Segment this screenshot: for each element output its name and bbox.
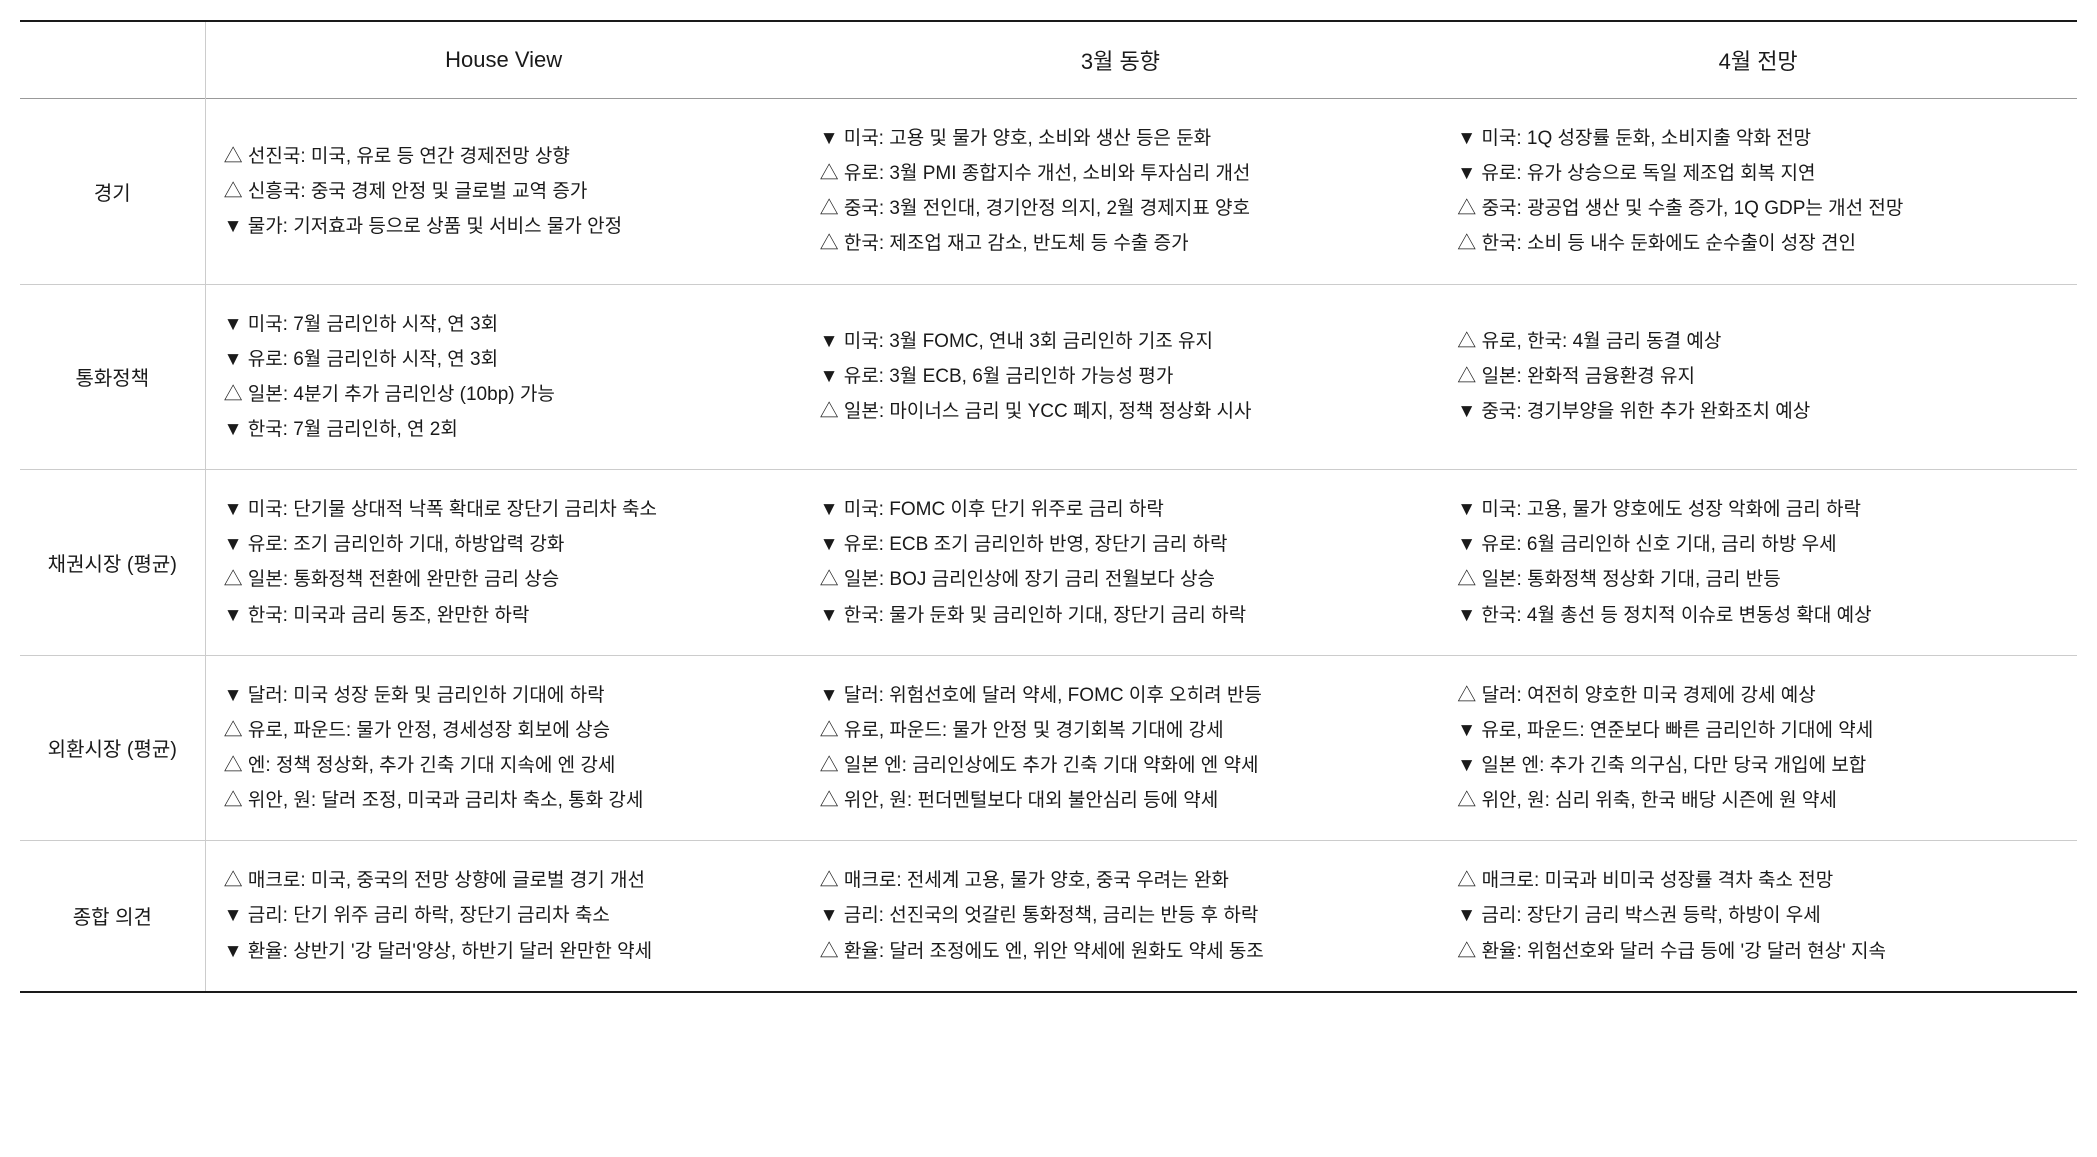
data-cell: △ 매크로: 전세계 고용, 물가 양호, 중국 우려는 완화▼ 금리: 선진국…	[802, 841, 1440, 992]
header-house-view: House View	[205, 21, 802, 99]
cell-line: ▼ 미국: 고용 및 물가 양호, 소비와 생산 등은 둔화	[820, 121, 1428, 156]
data-cell: ▼ 미국: 1Q 성장률 둔화, 소비지출 악화 전망▼ 유로: 유가 상승으로…	[1439, 99, 2077, 285]
cell-line: △ 유로, 파운드: 물가 안정 및 경기회복 기대에 강세	[820, 713, 1428, 748]
data-cell: △ 매크로: 미국, 중국의 전망 상향에 글로벌 경기 개선▼ 금리: 단기 …	[205, 841, 802, 992]
cell-line: ▼ 중국: 경기부양을 위한 추가 완화조치 예상	[1457, 394, 2065, 429]
cell-line: △ 환율: 위험선호와 달러 수급 등에 '강 달러 현상' 지속	[1457, 934, 2065, 969]
cell-line: ▼ 유로: 6월 금리인하 시작, 연 3회	[224, 342, 790, 377]
cell-line: ▼ 물가: 기저효과 등으로 상품 및 서비스 물가 안정	[224, 209, 790, 244]
data-cell: △ 달러: 여전히 양호한 미국 경제에 강세 예상▼ 유로, 파운드: 연준보…	[1439, 655, 2077, 841]
cell-line: △ 유로, 한국: 4월 금리 동결 예상	[1457, 324, 2065, 359]
cell-line: ▼ 유로: 조기 금리인하 기대, 하방압력 강화	[224, 527, 790, 562]
cell-line: ▼ 달러: 위험선호에 달러 약세, FOMC 이후 오히려 반등	[820, 678, 1428, 713]
cell-line: △ 유로, 파운드: 물가 안정, 경세성장 회보에 상승	[224, 713, 790, 748]
table-row: 외환시장 (평균)▼ 달러: 미국 성장 둔화 및 금리인하 기대에 하락△ 유…	[20, 655, 2077, 841]
cell-line: ▼ 한국: 7월 금리인하, 연 2회	[224, 412, 790, 447]
cell-line: △ 유로: 3월 PMI 종합지수 개선, 소비와 투자심리 개선	[820, 156, 1428, 191]
cell-line: ▼ 미국: 1Q 성장률 둔화, 소비지출 악화 전망	[1457, 121, 2065, 156]
cell-line: △ 중국: 광공업 생산 및 수출 증가, 1Q GDP는 개선 전망	[1457, 191, 2065, 226]
table-row: 채권시장 (평균)▼ 미국: 단기물 상대적 낙폭 확대로 장단기 금리차 축소…	[20, 470, 2077, 656]
cell-line: △ 환율: 달러 조정에도 엔, 위안 약세에 원화도 약세 동조	[820, 934, 1428, 969]
table-header-row: House View 3월 동향 4월 전망	[20, 21, 2077, 99]
cell-line: △ 매크로: 미국과 비미국 성장률 격차 축소 전망	[1457, 863, 2065, 898]
cell-line: △ 일본: 4분기 추가 금리인상 (10bp) 가능	[224, 377, 790, 412]
cell-line: △ 매크로: 미국, 중국의 전망 상향에 글로벌 경기 개선	[224, 863, 790, 898]
cell-line: △ 일본: 완화적 금융환경 유지	[1457, 359, 2065, 394]
cell-line: ▼ 미국: 7월 금리인하 시작, 연 3회	[224, 307, 790, 342]
cell-line: △ 매크로: 전세계 고용, 물가 양호, 중국 우려는 완화	[820, 863, 1428, 898]
data-cell: ▼ 달러: 위험선호에 달러 약세, FOMC 이후 오히려 반등△ 유로, 파…	[802, 655, 1440, 841]
cell-line: ▼ 한국: 물가 둔화 및 금리인하 기대, 장단기 금리 하락	[820, 598, 1428, 633]
data-cell: △ 매크로: 미국과 비미국 성장률 격차 축소 전망▼ 금리: 장단기 금리 …	[1439, 841, 2077, 992]
cell-line: △ 일본 엔: 금리인상에도 추가 긴축 기대 약화에 엔 약세	[820, 748, 1428, 783]
data-cell: ▼ 미국: 고용, 물가 양호에도 성장 악화에 금리 하락▼ 유로: 6월 금…	[1439, 470, 2077, 656]
data-cell: ▼ 미국: 단기물 상대적 낙폭 확대로 장단기 금리차 축소▼ 유로: 조기 …	[205, 470, 802, 656]
header-blank	[20, 21, 205, 99]
cell-line: ▼ 유로: 유가 상승으로 독일 제조업 회복 지연	[1457, 156, 2065, 191]
cell-line: △ 신흥국: 중국 경제 안정 및 글로벌 교역 증가	[224, 174, 790, 209]
table-row: 종합 의견△ 매크로: 미국, 중국의 전망 상향에 글로벌 경기 개선▼ 금리…	[20, 841, 2077, 992]
cell-line: ▼ 미국: 고용, 물가 양호에도 성장 악화에 금리 하락	[1457, 492, 2065, 527]
cell-line: ▼ 미국: 3월 FOMC, 연내 3회 금리인하 기조 유지	[820, 324, 1428, 359]
cell-line: ▼ 유로, 파운드: 연준보다 빠른 금리인하 기대에 약세	[1457, 713, 2065, 748]
cell-line: ▼ 환율: 상반기 '강 달러'양상, 하반기 달러 완만한 약세	[224, 934, 790, 969]
header-march-trend: 3월 동향	[802, 21, 1440, 99]
cell-line: △ 한국: 제조업 재고 감소, 반도체 등 수출 증가	[820, 226, 1428, 261]
cell-line: △ 위안, 원: 심리 위축, 한국 배당 시즌에 원 약세	[1457, 783, 2065, 818]
cell-line: ▼ 미국: 단기물 상대적 낙폭 확대로 장단기 금리차 축소	[224, 492, 790, 527]
cell-line: △ 일본: BOJ 금리인상에 장기 금리 전월보다 상승	[820, 562, 1428, 597]
cell-line: ▼ 한국: 4월 총선 등 정치적 이슈로 변동성 확대 예상	[1457, 598, 2065, 633]
cell-line: △ 엔: 정책 정상화, 추가 긴축 기대 지속에 엔 강세	[224, 748, 790, 783]
cell-line: ▼ 달러: 미국 성장 둔화 및 금리인하 기대에 하락	[224, 678, 790, 713]
cell-line: ▼ 유로: ECB 조기 금리인하 반영, 장단기 금리 하락	[820, 527, 1428, 562]
row-label: 경기	[20, 99, 205, 285]
data-cell: ▼ 미국: 3월 FOMC, 연내 3회 금리인하 기조 유지▼ 유로: 3월 …	[802, 284, 1440, 470]
economic-outlook-table: House View 3월 동향 4월 전망 경기△ 선진국: 미국, 유로 등…	[20, 20, 2077, 993]
data-cell: ▼ 미국: 고용 및 물가 양호, 소비와 생산 등은 둔화△ 유로: 3월 P…	[802, 99, 1440, 285]
cell-line: △ 일본: 마이너스 금리 및 YCC 폐지, 정책 정상화 시사	[820, 394, 1428, 429]
cell-line: △ 중국: 3월 전인대, 경기안정 의지, 2월 경제지표 양호	[820, 191, 1428, 226]
cell-line: ▼ 한국: 미국과 금리 동조, 완만한 하락	[224, 598, 790, 633]
table-row: 통화정책▼ 미국: 7월 금리인하 시작, 연 3회▼ 유로: 6월 금리인하 …	[20, 284, 2077, 470]
data-cell: △ 유로, 한국: 4월 금리 동결 예상△ 일본: 완화적 금융환경 유지▼ …	[1439, 284, 2077, 470]
cell-line: △ 일본: 통화정책 정상화 기대, 금리 반등	[1457, 562, 2065, 597]
cell-line: △ 위안, 원: 달러 조정, 미국과 금리차 축소, 통화 강세	[224, 783, 790, 818]
cell-line: △ 한국: 소비 등 내수 둔화에도 순수출이 성장 견인	[1457, 226, 2065, 261]
cell-line: △ 달러: 여전히 양호한 미국 경제에 강세 예상	[1457, 678, 2065, 713]
cell-line: ▼ 유로: 3월 ECB, 6월 금리인하 가능성 평가	[820, 359, 1428, 394]
cell-line: ▼ 금리: 장단기 금리 박스권 등락, 하방이 우세	[1457, 898, 2065, 933]
data-cell: ▼ 미국: FOMC 이후 단기 위주로 금리 하락▼ 유로: ECB 조기 금…	[802, 470, 1440, 656]
cell-line: △ 위안, 원: 펀더멘털보다 대외 불안심리 등에 약세	[820, 783, 1428, 818]
row-label: 채권시장 (평균)	[20, 470, 205, 656]
row-label: 외환시장 (평균)	[20, 655, 205, 841]
data-cell: △ 선진국: 미국, 유로 등 연간 경제전망 상향△ 신흥국: 중국 경제 안…	[205, 99, 802, 285]
cell-line: △ 일본: 통화정책 전환에 완만한 금리 상승	[224, 562, 790, 597]
data-cell: ▼ 미국: 7월 금리인하 시작, 연 3회▼ 유로: 6월 금리인하 시작, …	[205, 284, 802, 470]
cell-line: △ 선진국: 미국, 유로 등 연간 경제전망 상향	[224, 139, 790, 174]
table-row: 경기△ 선진국: 미국, 유로 등 연간 경제전망 상향△ 신흥국: 중국 경제…	[20, 99, 2077, 285]
cell-line: ▼ 유로: 6월 금리인하 신호 기대, 금리 하방 우세	[1457, 527, 2065, 562]
header-april-outlook: 4월 전망	[1439, 21, 2077, 99]
cell-line: ▼ 금리: 선진국의 엇갈린 통화정책, 금리는 반등 후 하락	[820, 898, 1428, 933]
cell-line: ▼ 금리: 단기 위주 금리 하락, 장단기 금리차 축소	[224, 898, 790, 933]
cell-line: ▼ 미국: FOMC 이후 단기 위주로 금리 하락	[820, 492, 1428, 527]
row-label: 종합 의견	[20, 841, 205, 992]
cell-line: ▼ 일본 엔: 추가 긴축 의구심, 다만 당국 개입에 보합	[1457, 748, 2065, 783]
row-label: 통화정책	[20, 284, 205, 470]
data-cell: ▼ 달러: 미국 성장 둔화 및 금리인하 기대에 하락△ 유로, 파운드: 물…	[205, 655, 802, 841]
